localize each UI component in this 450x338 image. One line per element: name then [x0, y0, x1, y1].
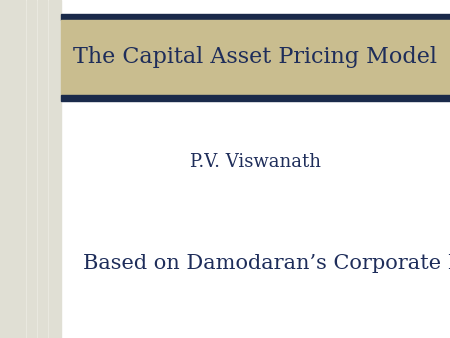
- Bar: [4, 0, 5, 338]
- Bar: [60, 0, 61, 338]
- Bar: [40, 0, 41, 338]
- Bar: [42, 0, 43, 338]
- Bar: [61, 0, 450, 338]
- Bar: [51, 0, 52, 338]
- Bar: [2, 0, 3, 338]
- Text: Based on Damodaran’s Corporate Finance: Based on Damodaran’s Corporate Finance: [83, 254, 450, 273]
- Bar: [61, 95, 450, 101]
- Bar: [61, 20, 450, 95]
- Bar: [7, 0, 8, 338]
- Bar: [18, 0, 19, 338]
- Bar: [0, 0, 1, 338]
- Bar: [20, 0, 21, 338]
- Bar: [33, 0, 34, 338]
- Bar: [61, 14, 450, 20]
- Text: P.V. Viswanath: P.V. Viswanath: [190, 153, 321, 171]
- Bar: [13, 0, 14, 338]
- Bar: [24, 0, 25, 338]
- Bar: [44, 0, 45, 338]
- Bar: [31, 0, 32, 338]
- Bar: [37, 0, 39, 338]
- Bar: [15, 0, 17, 338]
- Bar: [29, 0, 30, 338]
- Bar: [22, 0, 23, 338]
- Bar: [53, 0, 54, 338]
- Bar: [49, 0, 50, 338]
- Bar: [46, 0, 48, 338]
- Bar: [55, 0, 56, 338]
- Bar: [11, 0, 12, 338]
- Text: The Capital Asset Pricing Model: The Capital Asset Pricing Model: [73, 46, 437, 69]
- Bar: [0, 0, 61, 338]
- Bar: [9, 0, 10, 338]
